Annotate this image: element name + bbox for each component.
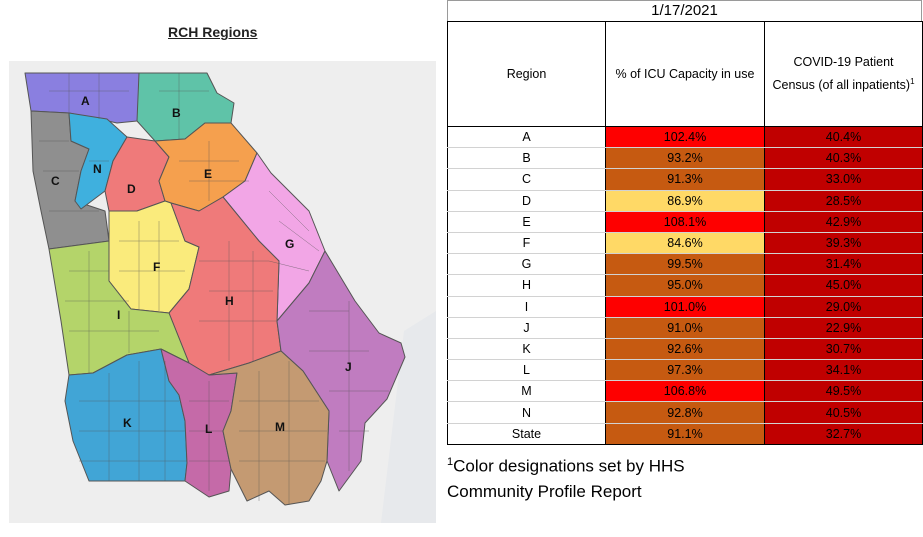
region-label-F: F [153, 260, 160, 274]
report-date: 1/17/2021 [447, 0, 922, 21]
region-label-E: E [204, 167, 212, 181]
patient-census-cell: 49.5% [764, 380, 923, 403]
region-cell: L [447, 359, 606, 382]
patient-census-cell: 34.1% [764, 359, 923, 382]
region-cell: J [447, 317, 606, 339]
region-cell: State [447, 422, 606, 445]
patient-census-cell: 40.5% [764, 401, 923, 424]
region-cell: C [447, 168, 606, 191]
patient-census-cell: 33.0% [764, 168, 923, 191]
region-label-I: I [117, 308, 120, 322]
table-row: N 92.8% 40.5% [447, 401, 923, 424]
icu-capacity-cell: 86.9% [605, 190, 765, 212]
header-icu-capacity: % of ICU Capacity in use [605, 21, 765, 127]
table-row: C 91.3% 33.0% [447, 168, 923, 191]
table-row: M 106.8% 49.5% [447, 380, 923, 403]
patient-census-cell: 29.0% [764, 296, 923, 318]
icu-capacity-cell: 93.2% [605, 147, 765, 170]
header-patient-census: COVID-19 Patient Census (of all inpatien… [764, 21, 923, 127]
region-label-B: B [172, 106, 181, 120]
icu-capacity-table-container: 1/17/2021 Region % of ICU Capacity in us… [447, 0, 923, 445]
patient-census-cell: 40.4% [764, 126, 923, 149]
region-cell: A [447, 126, 606, 149]
patient-census-cell: 28.5% [764, 190, 923, 212]
region-label-J: J [345, 360, 352, 374]
region-label-L: L [205, 422, 212, 436]
patient-census-cell: 22.9% [764, 317, 923, 339]
icu-capacity-cell: 91.0% [605, 317, 765, 339]
water-area [381, 311, 436, 523]
table-row: K 92.6% 30.7% [447, 338, 923, 361]
region-label-C: C [51, 174, 60, 188]
table-row: D 86.9% 28.5% [447, 190, 923, 212]
icu-capacity-cell: 102.4% [605, 126, 765, 149]
table-body: A 102.4% 40.4% B 93.2% 40.3% C 91.3% 33.0% D 86.9%… [447, 126, 923, 445]
table-row: H 95.0% 45.0% [447, 274, 923, 297]
patient-census-cell: 31.4% [764, 253, 923, 276]
region-map: A B C N D E F G H I J K L M [9, 61, 436, 523]
region-label-N: N [93, 162, 102, 176]
table-row: B 93.2% 40.3% [447, 147, 923, 170]
county-lines [39, 73, 389, 505]
region-label-M: M [275, 420, 285, 434]
region-cell: M [447, 380, 606, 403]
region-label-G: G [285, 237, 294, 251]
region-M [208, 350, 330, 506]
patient-census-cell: 42.9% [764, 211, 923, 233]
table-row: G 99.5% 31.4% [447, 253, 923, 276]
region-cell: H [447, 274, 606, 297]
footnote-text: Color designations set by HHS Community … [447, 456, 685, 501]
icu-capacity-cell: 99.5% [605, 253, 765, 276]
region-label-K: K [123, 416, 132, 430]
patient-census-cell: 45.0% [764, 274, 923, 297]
region-cell: K [447, 338, 606, 361]
footnote-sup: 1 [447, 456, 454, 468]
state-row: State 91.1% 32.7% [447, 422, 923, 445]
icu-capacity-cell: 95.0% [605, 274, 765, 297]
icu-capacity-cell: 84.6% [605, 232, 765, 255]
table-header-row: Region % of ICU Capacity in use COVID-19… [447, 21, 923, 127]
region-cell: D [447, 190, 606, 212]
region-cell: E [447, 211, 606, 233]
table-row: L 97.3% 34.1% [447, 359, 923, 382]
header-patient-census-text: COVID-19 Patient Census (of all inpatien… [772, 55, 911, 93]
icu-capacity-cell: 97.3% [605, 359, 765, 382]
region-label-D: D [127, 182, 136, 196]
icu-capacity-cell: 92.8% [605, 401, 765, 424]
table-row: I 101.0% 29.0% [447, 296, 923, 318]
patient-census-cell: 32.7% [764, 422, 923, 445]
table-row: J 91.0% 22.9% [447, 317, 923, 339]
patient-census-cell: 39.3% [764, 232, 923, 255]
region-cell: B [447, 147, 606, 170]
region-cell: G [447, 253, 606, 276]
map-title: RCH Regions [168, 24, 258, 40]
table-row: A 102.4% 40.4% [447, 126, 923, 149]
patient-census-cell: 30.7% [764, 338, 923, 361]
table-row: F 84.6% 39.3% [447, 232, 923, 255]
region-cell: I [447, 296, 606, 318]
region-cell: N [447, 401, 606, 424]
icu-capacity-cell: 91.1% [605, 422, 765, 445]
icu-capacity-cell: 92.6% [605, 338, 765, 361]
region-label-A: A [81, 94, 90, 108]
header-region: Region [447, 21, 606, 127]
footnote: 1Color designations set by HHS Community… [447, 450, 707, 504]
table-row: E 108.1% 42.9% [447, 211, 923, 233]
footnote-marker: 1 [910, 77, 915, 87]
icu-capacity-cell: 108.1% [605, 211, 765, 233]
region-cell: F [447, 232, 606, 255]
patient-census-cell: 40.3% [764, 147, 923, 170]
icu-capacity-cell: 101.0% [605, 296, 765, 318]
icu-capacity-cell: 91.3% [605, 168, 765, 191]
icu-capacity-table: Region % of ICU Capacity in use COVID-19… [447, 21, 923, 445]
icu-capacity-cell: 106.8% [605, 380, 765, 403]
region-label-H: H [225, 294, 234, 308]
